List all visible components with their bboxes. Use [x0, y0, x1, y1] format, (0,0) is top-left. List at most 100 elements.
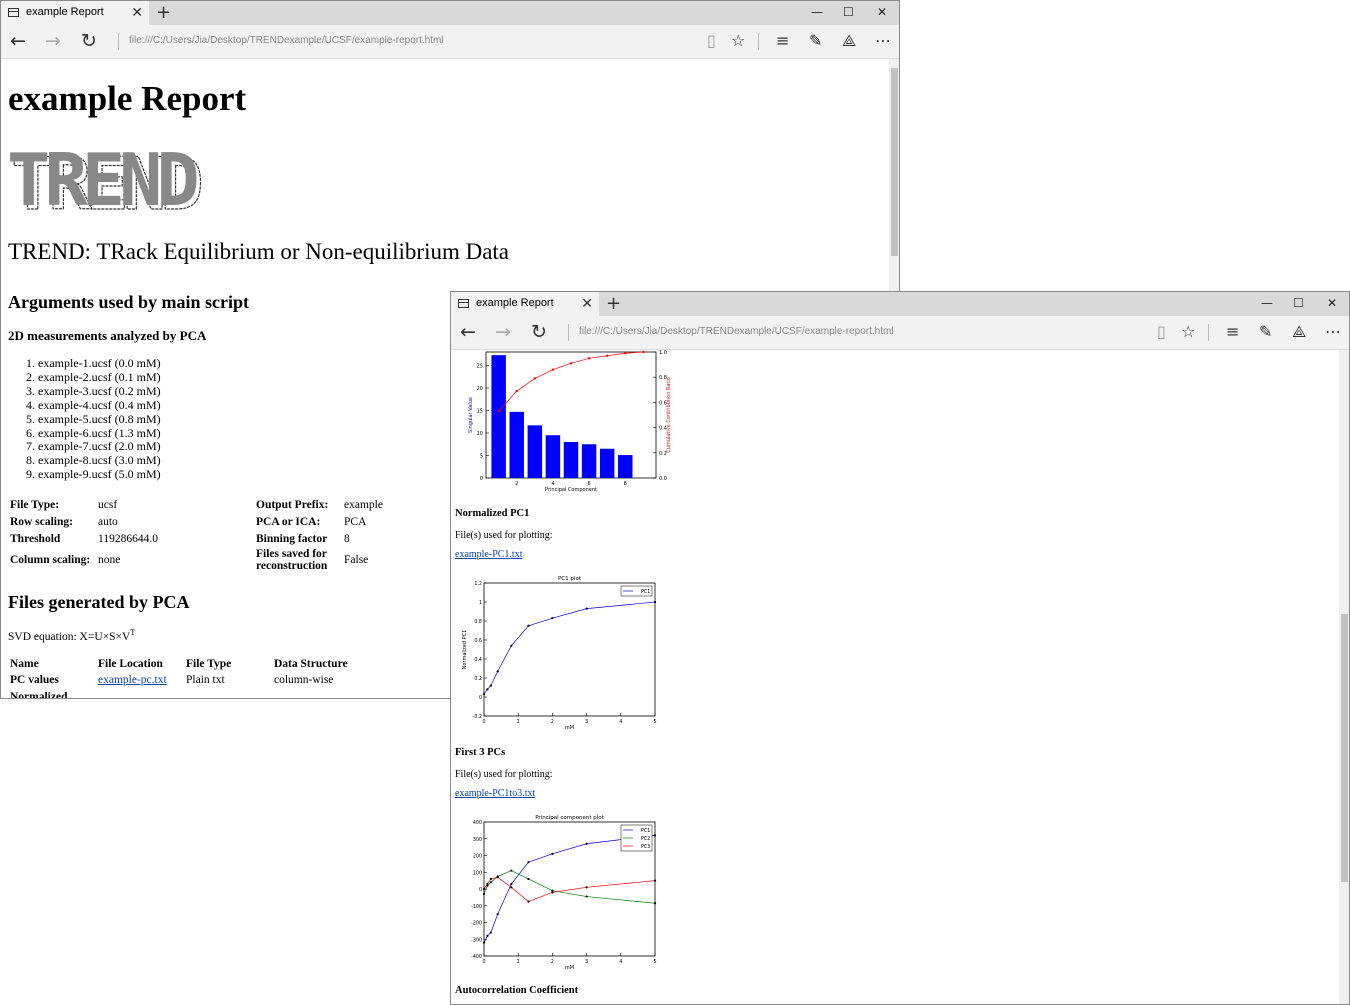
arg-value: 8	[344, 532, 350, 545]
page-title: example Report	[8, 79, 247, 118]
bar	[563, 442, 579, 478]
back-icon[interactable]: ←	[460, 321, 476, 343]
page-icon	[8, 8, 19, 17]
pc1to3-file-link[interactable]: example-PC1to3.txt	[455, 788, 536, 799]
favorite-star-icon[interactable]: ☆	[1181, 322, 1196, 341]
list-item: example-3.ucsf (0.2 mM)	[38, 384, 161, 399]
data-point	[653, 600, 657, 604]
close-window-icon[interactable]: ✕	[1327, 296, 1338, 310]
hub-icon[interactable]: ≡	[776, 31, 790, 50]
back-icon[interactable]: ←	[10, 30, 26, 52]
y-tick-label: 200	[473, 854, 482, 860]
data-point	[482, 941, 486, 944]
web-note-icon[interactable]: ✎	[1259, 322, 1273, 341]
legend-label: PC2	[641, 836, 650, 842]
x-axis-label: Principal Component	[545, 487, 597, 493]
arg-key: Output Prefix:	[256, 498, 329, 511]
svd-superscript: T	[130, 628, 136, 637]
cumulative-point	[533, 377, 537, 380]
arg-value: auto	[98, 515, 118, 528]
new-tab-icon[interactable]: +	[606, 293, 622, 314]
more-icon[interactable]: ⋯	[1325, 322, 1341, 341]
minimize-icon[interactable]: —	[1261, 296, 1273, 310]
share-icon[interactable]: ⟁	[842, 31, 857, 50]
y-tick-label: -0.2	[473, 714, 482, 720]
x-tick-label: 8	[624, 481, 627, 487]
list-item: example-1.ucsf (0.0 mM)	[38, 356, 161, 371]
url-field[interactable]: file:///C:/Users/Jia/Desktop/TRENDexampl…	[579, 326, 894, 337]
arg-value: example	[344, 498, 383, 511]
legend-label: PC3	[641, 844, 650, 850]
y-axis-label: Singular Value	[468, 397, 474, 433]
share-icon[interactable]: ⟁	[1292, 322, 1307, 341]
page-icon	[458, 299, 469, 308]
x-tick-label: 4	[551, 481, 554, 487]
web-note-icon[interactable]: ✎	[809, 31, 823, 50]
pc1-file-link[interactable]: example-PC1.txt	[455, 549, 523, 560]
close-tab-icon[interactable]: ✕	[131, 4, 143, 20]
favorite-star-icon[interactable]: ☆	[731, 31, 746, 50]
y-tick-label: 25	[477, 364, 483, 370]
svg-text:TREND: TREND	[7, 147, 197, 215]
cumulative-point	[569, 362, 573, 365]
normalized-pc1-heading: Normalized PC1	[455, 508, 530, 519]
maximize-icon[interactable]: ☐	[843, 5, 854, 19]
generated-heading: Files generated by PCA	[8, 592, 190, 612]
data-point	[527, 861, 530, 864]
forward-icon[interactable]: →	[495, 321, 511, 343]
table-cell: Normalized	[10, 690, 68, 699]
address-bar-row: ← → ↻ file:///C:/Users/Jia/Desktop/TREND…	[1, 25, 899, 59]
bar	[491, 355, 506, 478]
data-point	[486, 882, 489, 886]
y-tick-label: -300	[471, 937, 482, 943]
tab-example-report[interactable]: example Report ✕	[1, 1, 149, 25]
chart-title: Principal component plot	[535, 815, 604, 821]
forward-icon[interactable]: →	[45, 30, 61, 52]
data-point	[527, 624, 530, 627]
scrollbar-thumb[interactable]	[1341, 614, 1348, 882]
close-window-icon[interactable]: ✕	[877, 5, 888, 19]
pc-values-link[interactable]: example-pc.txt	[98, 673, 167, 686]
bar	[581, 444, 597, 478]
address-bar-row: ← → ↻ file:///C:/Users/Jia/Desktop/TREND…	[451, 316, 1349, 350]
y-tick-label: 400	[473, 820, 482, 826]
maximize-icon[interactable]: ☐	[1293, 296, 1304, 310]
minimize-icon[interactable]: —	[811, 5, 823, 19]
arg-key: File Type:	[10, 498, 60, 511]
principal-component-plot: Principal component plot -400 -300 -200 -100…	[471, 815, 656, 971]
bar	[545, 435, 561, 478]
x-axis-label: mM	[565, 965, 574, 971]
arg-value: ucsf	[98, 498, 118, 511]
reading-view-icon[interactable]: ▯	[707, 31, 716, 50]
y-tick-label: 10	[477, 431, 483, 437]
x-tick-label: 0	[482, 959, 485, 965]
singular-value-chart: 0 5 10 15 20 25 2 4 6 8 0.0 0.2 0.4 0.6 0.8 1.0 Principa…	[468, 350, 672, 493]
data-point	[510, 869, 513, 872]
x-tick-label: 3	[585, 959, 588, 965]
scrollbar-thumb[interactable]	[891, 68, 898, 256]
hub-icon[interactable]: ≡	[1226, 322, 1240, 341]
list-item: example-7.ucsf (2.0 mM)	[38, 440, 161, 454]
tab-example-report[interactable]: example Report ✕	[451, 292, 599, 316]
x-tick-label: 6	[587, 481, 590, 487]
trend-logo: TREND TREND	[7, 147, 208, 215]
pc1-plot: PC1 plot-0.200.20.40.60.811.20 1 2 3 4 5mMNor…	[462, 576, 657, 731]
url-field[interactable]: file:///C:/Users/Jia/Desktop/TRENDexampl…	[129, 35, 444, 46]
new-tab-icon[interactable]: +	[156, 2, 172, 23]
arg-key: PCA or ICA:	[256, 515, 321, 528]
scrollbar[interactable]	[1339, 350, 1349, 1004]
close-tab-icon[interactable]: ✕	[581, 295, 593, 311]
more-icon[interactable]: ⋯	[875, 31, 891, 50]
arg-key: Threshold	[10, 532, 61, 545]
arg-value: False	[344, 554, 369, 566]
bar	[509, 411, 524, 478]
autocorrelation-heading: Autocorrelation Coefficient	[455, 985, 579, 996]
y2-tick-label: 0.0	[659, 476, 667, 482]
y-tick-label: 5	[480, 454, 483, 460]
refresh-icon[interactable]: ↻	[531, 321, 547, 343]
separator	[118, 33, 119, 50]
y-tick-label: 1	[479, 600, 482, 606]
reading-view-icon[interactable]: ▯	[1157, 322, 1166, 341]
series-line	[483, 601, 656, 695]
refresh-icon[interactable]: ↻	[81, 30, 97, 52]
